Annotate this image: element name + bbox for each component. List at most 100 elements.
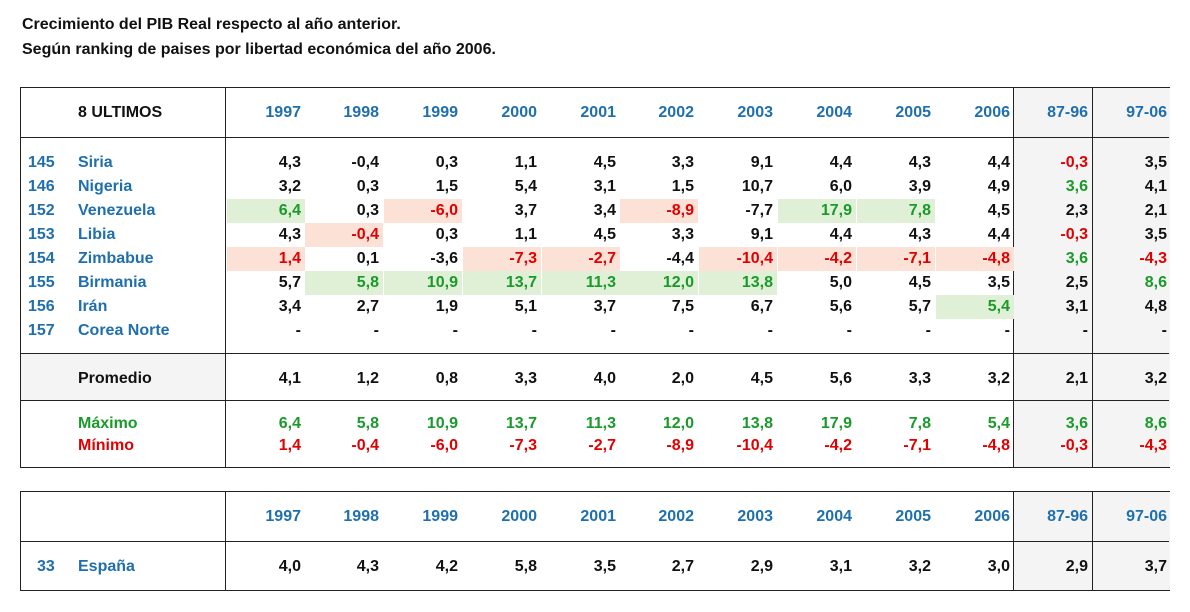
- row-value: -7,1: [903, 250, 931, 267]
- maximo-value: 13,8: [741, 415, 773, 432]
- column-header-2005: 2005: [895, 104, 931, 121]
- spain-value: 3,5: [593, 558, 616, 575]
- minimo-value: 1,4: [278, 437, 301, 454]
- row-value: 5,4: [987, 298, 1010, 315]
- maximo-value: 13,7: [505, 415, 537, 432]
- row-value: 3,7: [514, 202, 537, 219]
- row-value: 3,5: [1144, 154, 1167, 171]
- minimo-value: -0,4: [351, 437, 379, 454]
- row-value: 13,8: [741, 274, 773, 291]
- header-divider: [21, 541, 1169, 542]
- maximo-value: 10,9: [426, 415, 458, 432]
- label-divider: [225, 88, 226, 467]
- spain-value: 3,0: [987, 558, 1010, 575]
- minimo-value: -4,3: [1139, 437, 1167, 454]
- row-value: 4,5: [908, 274, 931, 291]
- row-value: 3,6: [1065, 250, 1088, 267]
- avg-divider-1: [1013, 492, 1014, 590]
- avg-divider-2: [1092, 88, 1093, 467]
- minimo-value: -8,9: [666, 437, 694, 454]
- main-table: 8 ULTIMOS 1997 1998 1999 2000 2001 2002 2003 20…: [20, 87, 1170, 468]
- row-rank: 152: [28, 202, 55, 219]
- highlight-min-cell: [857, 247, 935, 271]
- minimo-value: -10,4: [736, 437, 773, 454]
- row-value: 17,9: [820, 202, 852, 219]
- row-value: 4,3: [278, 226, 301, 243]
- row-value: -4,4: [666, 250, 694, 267]
- row-value: 3,5: [1144, 226, 1167, 243]
- row-value: 6,7: [750, 298, 773, 315]
- spain-value: 3,1: [829, 558, 852, 575]
- row-value: 1,1: [514, 154, 537, 171]
- promedio-value: 4,0: [593, 370, 616, 387]
- row-value: 3,9: [908, 178, 931, 195]
- row-value: -: [452, 322, 458, 339]
- column-header-2005: 2005: [895, 508, 931, 525]
- row-value: 3,7: [593, 298, 616, 315]
- spain-value: 4,2: [435, 558, 458, 575]
- highlight-min-cell: [699, 247, 777, 271]
- column-header-2004: 2004: [816, 508, 852, 525]
- spain-rank: 33: [37, 558, 55, 575]
- highlight-min-cell: [620, 199, 698, 223]
- row-value: 2,5: [1065, 274, 1088, 291]
- row-value: 5,1: [514, 298, 537, 315]
- row-value: 10,7: [741, 178, 773, 195]
- column-header-2001: 2001: [580, 508, 616, 525]
- column-header-2006: 2006: [974, 104, 1010, 121]
- minimo-value: -7,1: [903, 437, 931, 454]
- minimo-value: -6,0: [430, 437, 458, 454]
- row-value: -: [925, 322, 931, 339]
- highlight-max-cell: [384, 271, 462, 295]
- spain-value: 5,8: [514, 558, 537, 575]
- promedio-bottom-divider: [21, 400, 1169, 401]
- maximo-value: 17,9: [820, 415, 852, 432]
- promedio-value: 1,2: [356, 370, 379, 387]
- chart-subtitle: Según ranking de paises por libertad eco…: [22, 41, 496, 58]
- row-value: 4,3: [908, 154, 931, 171]
- row-value: -: [1082, 322, 1088, 339]
- row-value: -6,0: [430, 202, 458, 219]
- row-value: -10,4: [736, 250, 773, 267]
- row-rank: 153: [28, 226, 55, 243]
- highlight-max-cell: [857, 199, 935, 223]
- row-rank: 156: [28, 298, 55, 315]
- row-value: 2,7: [356, 298, 379, 315]
- row-value: 4,3: [278, 154, 301, 171]
- shade-87-96: [1013, 88, 1092, 467]
- row-value: 2,3: [1065, 202, 1088, 219]
- row-value: -7,3: [509, 250, 537, 267]
- highlight-max-cell: [463, 271, 541, 295]
- row-value: 3,4: [593, 202, 616, 219]
- promedio-top-divider: [21, 353, 1169, 354]
- row-value: 0,3: [435, 226, 458, 243]
- row-value: 6,4: [278, 202, 301, 219]
- spain-country: España: [78, 558, 135, 575]
- row-rank: 154: [28, 250, 55, 267]
- row-value: 5,4: [514, 178, 537, 195]
- promedio-band: [21, 354, 225, 400]
- maximo-value: 8,6: [1144, 415, 1167, 432]
- row-country: Irán: [78, 298, 108, 315]
- row-value: -: [846, 322, 852, 339]
- maximo-value: 7,8: [908, 415, 931, 432]
- row-value: -: [373, 322, 379, 339]
- row-value: 3,3: [671, 226, 694, 243]
- highlight-min-cell: [936, 247, 1014, 271]
- row-value: -: [1004, 322, 1010, 339]
- row-value: 4,5: [593, 226, 616, 243]
- chart-title: Crecimiento del PIB Real respecto al año…: [22, 16, 401, 33]
- row-value: -4,8: [982, 250, 1010, 267]
- row-value: -: [1161, 322, 1167, 339]
- spain-value: 4,0: [278, 558, 301, 575]
- row-value: -4,3: [1139, 250, 1167, 267]
- highlight-min-cell: [778, 247, 856, 271]
- maximo-value: 5,4: [987, 415, 1010, 432]
- promedio-value: 3,3: [514, 370, 537, 387]
- row-value: 11,3: [585, 274, 616, 291]
- column-header-97-06: 97-06: [1126, 104, 1167, 121]
- row-country: Nigeria: [78, 178, 133, 195]
- row-value: -4,2: [824, 250, 852, 267]
- row-value: 4,1: [1144, 178, 1167, 195]
- row-value: 1,9: [435, 298, 458, 315]
